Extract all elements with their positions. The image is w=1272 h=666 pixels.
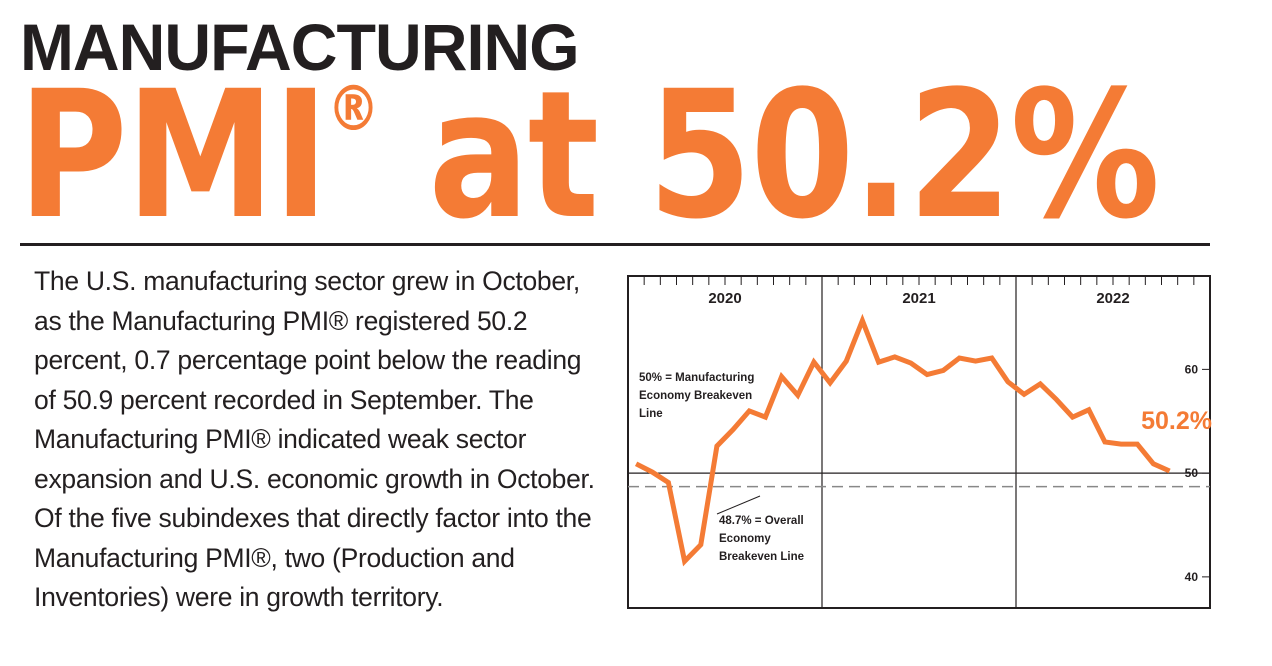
chart-series bbox=[634, 313, 1171, 567]
chart-annotations: 50% = Manufacturing Economy Breakeven Line… bbox=[639, 372, 1212, 563]
chart-y-axis: 40 50 60 bbox=[1185, 362, 1210, 584]
headline-value: at 50.2% bbox=[378, 53, 1160, 258]
overall-note-line2: Economy bbox=[719, 533, 771, 545]
year-label: 2022 bbox=[1096, 290, 1129, 307]
chart-year-labels: 2020 2021 2022 bbox=[708, 290, 1129, 307]
last-value-label: 50.2% bbox=[1141, 407, 1212, 435]
breakeven-note-line2: Economy Breakeven bbox=[639, 390, 752, 402]
breakeven-note-line3: Line bbox=[639, 408, 663, 420]
overall-note-line3: Breakeven Line bbox=[719, 551, 804, 563]
registered-mark: ® bbox=[327, 72, 380, 145]
pmi-line-chart: 2020 2021 2022 40 50 60 50% = Manufacturing E… bbox=[627, 275, 1212, 609]
chart-reference-lines bbox=[628, 472, 1210, 488]
breakeven-note-line1: 50% = Manufacturing bbox=[639, 372, 754, 384]
pmi-series-line bbox=[634, 313, 1171, 567]
headline-title-line1: MANUFACTURING bbox=[20, 10, 580, 84]
overall-note-leader bbox=[716, 495, 761, 515]
headline-title-line2: PMI® at 50.2% bbox=[18, 68, 1160, 244]
body-paragraph: The U.S. manufacturing sector grew in Oc… bbox=[34, 266, 595, 612]
overall-note-line1: 48.7% = Overall bbox=[719, 515, 804, 527]
year-label: 2020 bbox=[708, 290, 741, 307]
y-tick-label: 40 bbox=[1185, 570, 1199, 584]
y-tick-label: 60 bbox=[1185, 362, 1199, 376]
year-label: 2021 bbox=[902, 290, 935, 307]
chart-top-ticks bbox=[627, 276, 1211, 285]
y-tick-label: 50 bbox=[1185, 466, 1199, 480]
headline-pmi: PMI bbox=[18, 53, 329, 258]
headline-divider bbox=[20, 243, 1210, 246]
